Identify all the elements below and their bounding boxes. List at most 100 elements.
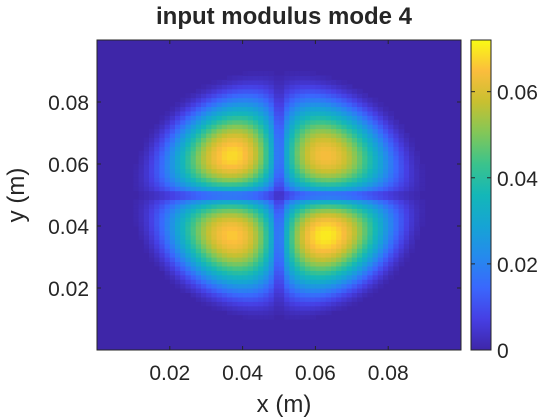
heatmap-cell <box>325 270 332 276</box>
heatmap-cell <box>232 186 238 192</box>
heatmap-cell <box>325 88 332 94</box>
heatmap-cell <box>159 234 166 240</box>
heatmap-cell <box>372 172 379 178</box>
heatmap-cell <box>331 181 337 187</box>
heatmap-cell <box>258 88 264 94</box>
heatmap-cell <box>263 217 270 223</box>
heatmap-cell <box>263 186 270 192</box>
heatmap-cell <box>383 146 389 152</box>
heatmap-cell <box>159 177 166 183</box>
heatmap-cell <box>393 239 400 245</box>
heatmap-cell <box>232 288 238 294</box>
heatmap-cell <box>398 208 405 214</box>
heatmap-cell <box>216 124 223 130</box>
heatmap-cell <box>216 252 223 258</box>
heatmap-cell <box>253 239 259 245</box>
heatmap-cell <box>247 199 254 205</box>
heatmap-cell <box>393 270 400 276</box>
heatmap-cell <box>367 234 374 240</box>
heatmap-cell <box>138 159 145 165</box>
heatmap-cell <box>253 124 259 130</box>
heatmap-cell <box>164 195 171 201</box>
heatmap-cell <box>237 146 244 152</box>
heatmap-cell <box>242 159 249 165</box>
heatmap-cell <box>258 270 264 276</box>
heatmap-cell <box>164 141 171 147</box>
heatmap-cell <box>164 221 171 227</box>
heatmap-cell <box>206 279 212 285</box>
heatmap-cell <box>388 217 394 223</box>
heatmap-cell <box>310 230 316 236</box>
heatmap-cell <box>284 292 290 298</box>
heatmap-cell <box>367 195 374 201</box>
heatmap-cell <box>310 164 316 170</box>
heatmap-cell <box>242 279 249 285</box>
heatmap-cell <box>414 177 420 183</box>
heatmap-cell <box>201 226 207 232</box>
heatmap-cell <box>294 102 301 108</box>
heatmap-cell <box>289 217 296 223</box>
heatmap-cell <box>154 124 160 130</box>
heatmap-cell <box>398 164 405 170</box>
heatmap-cell <box>237 119 244 125</box>
heatmap-cell <box>237 230 244 236</box>
heatmap-cell <box>336 115 342 121</box>
heatmap-cell <box>232 270 238 276</box>
heatmap-cell <box>279 292 285 298</box>
heatmap-cell <box>263 75 270 81</box>
heatmap-cell <box>247 168 254 174</box>
heatmap-cell <box>268 190 275 196</box>
heatmap-cell <box>211 270 218 276</box>
heatmap-cell <box>237 115 244 121</box>
heatmap-cell <box>310 305 316 311</box>
heatmap-cell <box>138 217 145 223</box>
heatmap-cell <box>315 93 322 99</box>
heatmap-cell <box>372 159 379 165</box>
heatmap-cell <box>242 261 249 267</box>
heatmap-cell <box>419 199 426 205</box>
heatmap-cell <box>341 226 348 232</box>
heatmap-cell <box>263 181 270 187</box>
heatmap-cell <box>346 243 353 249</box>
heatmap-cell <box>320 97 327 103</box>
heatmap-cell <box>336 159 342 165</box>
heatmap-cell <box>175 252 181 258</box>
heatmap-cell <box>325 212 332 218</box>
heatmap-cell <box>227 248 233 254</box>
heatmap-cell <box>289 314 296 320</box>
heatmap-cell <box>315 296 322 302</box>
heatmap-cell <box>294 137 301 143</box>
heatmap-cell <box>305 296 311 302</box>
heatmap-cell <box>305 292 311 298</box>
heatmap-cell <box>159 146 166 152</box>
heatmap-cell <box>201 243 207 249</box>
heatmap-cell <box>299 296 306 302</box>
heatmap-cell <box>242 172 249 178</box>
heatmap-cell <box>398 203 405 209</box>
heatmap-cell <box>273 181 280 187</box>
heatmap-cell <box>315 128 322 134</box>
heatmap-cell <box>211 208 218 214</box>
heatmap-cell <box>253 288 259 294</box>
heatmap-cell <box>377 119 384 125</box>
heatmap-cell <box>403 195 410 201</box>
heatmap-cell <box>372 212 379 218</box>
heatmap-cell <box>357 119 363 125</box>
heatmap-cell <box>211 172 218 178</box>
heatmap-cell <box>310 243 316 249</box>
heatmap-cell <box>216 88 223 94</box>
heatmap-cell <box>383 150 389 156</box>
heatmap-cell <box>216 279 223 285</box>
heatmap-cell <box>180 141 186 147</box>
heatmap-cell <box>169 172 176 178</box>
heatmap-cell <box>351 248 358 254</box>
heatmap-cell <box>258 212 264 218</box>
heatmap-cell <box>195 261 202 267</box>
heatmap-cell <box>273 115 280 121</box>
heatmap-cell <box>299 195 306 201</box>
heatmap-cell <box>403 164 410 170</box>
heatmap-cell <box>315 97 322 103</box>
heatmap-cell <box>305 261 311 267</box>
heatmap-cell <box>242 124 249 130</box>
heatmap-cell <box>154 164 160 170</box>
